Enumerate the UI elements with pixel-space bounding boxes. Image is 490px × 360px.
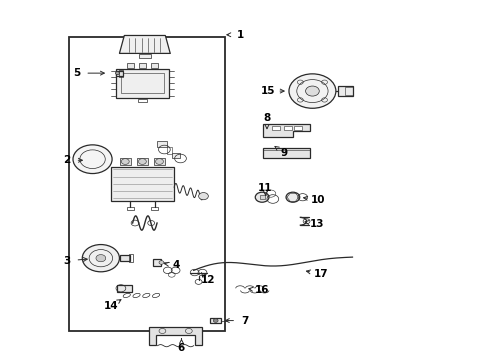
- Bar: [121, 255, 130, 261]
- Polygon shape: [120, 36, 170, 53]
- Text: 2: 2: [63, 155, 70, 165]
- Text: 14: 14: [103, 301, 118, 311]
- Bar: [121, 73, 164, 93]
- Text: 10: 10: [311, 195, 325, 205]
- Bar: [137, 158, 148, 166]
- Circle shape: [306, 86, 319, 96]
- Bar: [111, 167, 174, 201]
- Text: 17: 17: [314, 269, 328, 279]
- Bar: [151, 63, 158, 68]
- Bar: [69, 37, 225, 330]
- Text: 3: 3: [63, 256, 70, 266]
- Bar: [272, 126, 280, 130]
- Text: 5: 5: [73, 68, 80, 78]
- Bar: [157, 141, 167, 147]
- Text: 12: 12: [201, 275, 216, 285]
- Bar: [120, 158, 131, 166]
- Text: 1: 1: [237, 30, 244, 40]
- Polygon shape: [263, 125, 310, 137]
- Bar: [345, 87, 353, 95]
- Bar: [139, 54, 151, 58]
- Text: 8: 8: [263, 113, 270, 123]
- Circle shape: [82, 244, 120, 272]
- Circle shape: [96, 255, 106, 262]
- Bar: [117, 285, 132, 292]
- Bar: [127, 63, 134, 68]
- Bar: [294, 126, 302, 130]
- Circle shape: [255, 192, 269, 202]
- Bar: [138, 99, 147, 102]
- Circle shape: [156, 159, 163, 165]
- Polygon shape: [263, 148, 310, 158]
- Circle shape: [198, 193, 208, 200]
- Bar: [120, 69, 123, 77]
- Circle shape: [116, 72, 120, 75]
- Circle shape: [159, 261, 164, 264]
- Circle shape: [122, 159, 129, 165]
- Bar: [210, 318, 221, 323]
- Bar: [284, 126, 292, 130]
- Text: 16: 16: [255, 285, 270, 296]
- Text: 6: 6: [178, 343, 185, 353]
- Bar: [116, 69, 169, 98]
- Text: 7: 7: [241, 316, 249, 325]
- Bar: [153, 259, 161, 266]
- Bar: [116, 71, 123, 76]
- Text: 11: 11: [258, 183, 273, 193]
- Bar: [129, 254, 133, 262]
- Text: 9: 9: [281, 148, 288, 158]
- Circle shape: [73, 145, 112, 174]
- Bar: [127, 207, 134, 210]
- Circle shape: [139, 159, 147, 165]
- Bar: [151, 207, 158, 210]
- Bar: [338, 86, 353, 96]
- Circle shape: [286, 192, 300, 202]
- Bar: [260, 195, 265, 199]
- Bar: [167, 147, 172, 154]
- Polygon shape: [149, 327, 202, 345]
- Text: 13: 13: [310, 219, 324, 229]
- Bar: [139, 63, 146, 68]
- Bar: [172, 153, 179, 158]
- Text: 4: 4: [173, 260, 180, 270]
- Text: 15: 15: [261, 86, 276, 96]
- Circle shape: [213, 319, 218, 322]
- Bar: [154, 158, 165, 166]
- Circle shape: [289, 74, 336, 108]
